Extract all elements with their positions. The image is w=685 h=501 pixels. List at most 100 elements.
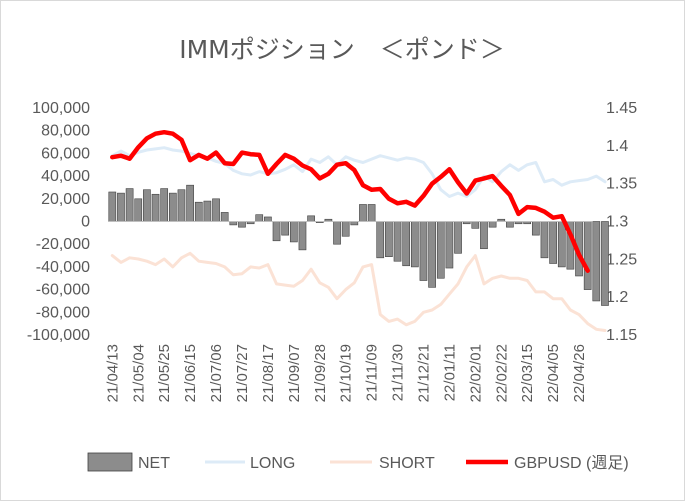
right-tick-label: 1.3 <box>606 214 628 231</box>
net-bar <box>410 221 419 268</box>
net-bar <box>402 221 411 267</box>
x-tick-label: 21/05/04 <box>130 344 147 402</box>
left-tick-label: -40,000 <box>36 259 90 276</box>
net-bar <box>540 221 549 259</box>
net-bar <box>229 221 238 226</box>
left-tick-label: -60,000 <box>36 282 90 299</box>
right-tick-label: 1.35 <box>606 176 637 193</box>
x-tick-label: 21/05/25 <box>156 344 173 402</box>
right-tick-label: 1.45 <box>606 100 637 117</box>
net-bar <box>601 221 609 306</box>
right-tick-label: 1.4 <box>606 138 628 155</box>
x-tick-label: 21/11/09 <box>364 344 381 401</box>
x-tick-label: 21/09/28 <box>312 344 329 402</box>
net-bar <box>488 221 497 228</box>
x-tick-label: 22/01/11 <box>441 344 458 401</box>
x-tick-label: 21/07/27 <box>234 344 251 402</box>
x-tick-label: 21/09/07 <box>286 344 303 402</box>
long-line <box>110 146 607 198</box>
left-tick-label: -80,000 <box>36 304 90 321</box>
x-tick-label: 21/04/13 <box>104 344 121 402</box>
net-bar <box>592 221 601 302</box>
x-tick-label: 21/10/19 <box>338 344 355 402</box>
left-tick-label: -20,000 <box>36 236 90 253</box>
x-tick-label: 21/11/30 <box>390 344 407 401</box>
net-bar <box>583 221 592 290</box>
right-tick-label: 1.15 <box>606 327 637 344</box>
net-bar <box>134 198 143 222</box>
net-bar <box>480 221 488 250</box>
x-tick-label: 22/04/26 <box>571 344 588 402</box>
net-bar <box>333 221 341 245</box>
net-bar <box>531 221 540 236</box>
net-bar <box>298 221 307 251</box>
x-tick-label: 22/02/22 <box>493 344 510 402</box>
left-tick-label: 40,000 <box>41 168 90 185</box>
left-axis: 100,000 80,000 60,000 40,000 20,000 0 -20,000 -… <box>27 100 90 344</box>
net-bar <box>350 221 359 226</box>
right-tick-label: 1.2 <box>606 289 628 306</box>
net-bar <box>186 184 194 222</box>
x-tick-label: 22/03/15 <box>519 344 536 402</box>
net-bar <box>238 221 246 228</box>
net-bar <box>194 201 203 222</box>
net-bar <box>341 221 350 237</box>
x-axis: 21/04/13 21/05/04 21/05/25 21/06/15 21/07/06… <box>104 344 588 402</box>
net-bar <box>307 215 315 222</box>
legend: NET LONG SHORT GBPUSD (週足) <box>87 452 629 472</box>
net-bar <box>419 221 428 281</box>
net-bar <box>557 221 566 268</box>
chart-title: IMMポジション ＜ポンド＞ <box>179 35 505 64</box>
net-bar <box>393 221 402 262</box>
x-tick-label: 21/07/06 <box>208 344 225 402</box>
left-tick-label: 60,000 <box>41 145 90 162</box>
x-tick-label: 22/02/01 <box>467 344 484 402</box>
legend-short-label: SHORT <box>379 455 435 472</box>
legend-net-label: NET <box>138 455 170 472</box>
net-bar <box>445 221 454 269</box>
net-bar <box>506 221 514 228</box>
net-bar <box>160 188 169 222</box>
left-tick-label: -100,000 <box>27 327 90 344</box>
net-bar <box>376 221 385 259</box>
series-lines <box>110 129 607 332</box>
net-bar <box>359 204 367 222</box>
right-tick-label: 1.25 <box>606 251 637 268</box>
net-bar <box>220 212 229 222</box>
net-bar <box>471 221 480 229</box>
net-bar <box>549 221 557 264</box>
net-bar <box>108 191 117 222</box>
legend-net-swatch <box>87 452 133 472</box>
x-tick-label: 22/04/05 <box>545 344 562 402</box>
net-bar <box>255 214 264 222</box>
net-bar <box>168 192 177 222</box>
x-tick-label: 21/06/15 <box>182 344 199 402</box>
gbpusd-line <box>110 129 590 273</box>
right-axis: 1.45 1.4 1.35 1.3 1.25 1.2 1.15 <box>606 100 637 344</box>
x-tick-label: 21/08/17 <box>260 344 277 402</box>
left-tick-label: 80,000 <box>41 123 90 140</box>
x-tick-label: 21/12/21 <box>415 344 432 402</box>
net-bar <box>454 221 462 254</box>
net-bar <box>281 221 290 236</box>
left-tick-label: 0 <box>81 214 90 231</box>
net-bar <box>272 221 281 242</box>
net-bar <box>143 189 151 222</box>
net-bar <box>436 221 445 279</box>
legend-gbpusd-label: GBPUSD (週足) <box>514 454 629 472</box>
net-bar <box>428 221 436 288</box>
net-bar <box>177 189 186 222</box>
left-tick-label: 20,000 <box>41 191 90 208</box>
net-bar <box>212 198 220 222</box>
net-bar <box>203 200 212 222</box>
net-bar <box>385 221 393 257</box>
net-bar <box>117 192 125 222</box>
left-tick-label: 100,000 <box>32 100 90 117</box>
net-bars <box>108 184 609 306</box>
net-bar <box>367 204 376 222</box>
net-bar <box>151 193 160 222</box>
net-bar <box>264 216 272 222</box>
legend-long-label: LONG <box>250 455 295 472</box>
net-bar <box>289 221 298 243</box>
